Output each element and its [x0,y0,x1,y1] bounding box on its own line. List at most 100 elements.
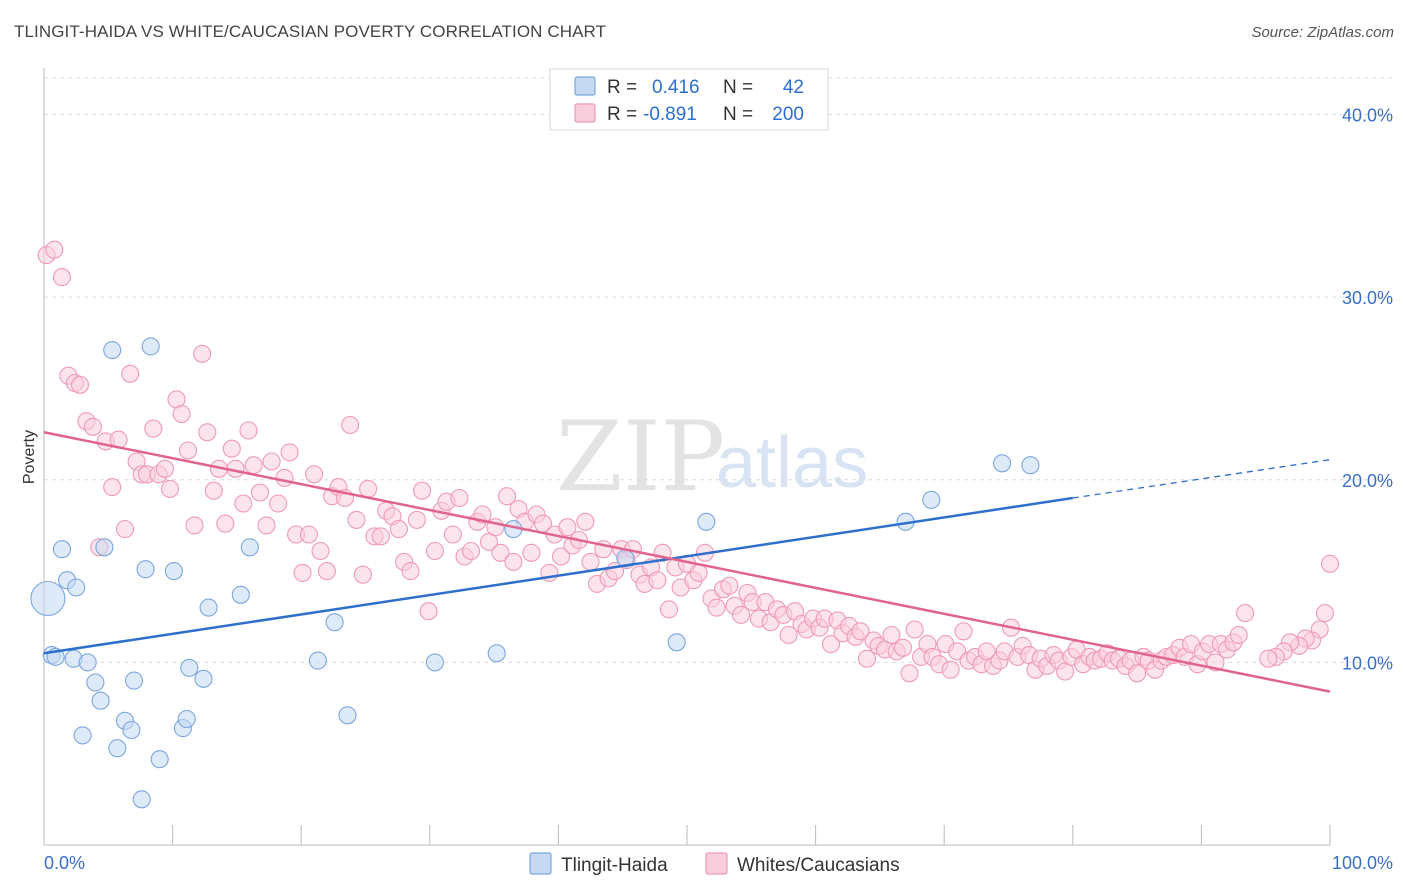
tlingit-haida-point [231,585,250,604]
whites-caucasians-point [413,481,432,500]
tlingit-haida-point [124,671,144,690]
y-tick-label: 10.0% [1342,653,1393,673]
legend-n-value-2: 200 [772,104,804,125]
whites-caucasians-point [954,622,973,641]
whites-caucasians-point [581,552,600,571]
whites-caucasians-point [1259,649,1278,668]
whites-caucasians-point [689,563,708,582]
whites-caucasians-point [389,520,408,539]
grid-lines: 10.0% 20.0% 30.0% 40.0% [44,77,1393,673]
whites-caucasians-point [45,240,64,259]
whites-caucasians-point [443,525,462,544]
tlingit-haida-point [922,490,941,509]
bottom-legend-swatch-tlingit [529,852,552,875]
whites-caucasians-point [185,516,204,535]
whites-caucasians-point [299,525,318,544]
whites-caucasians-point [70,375,90,394]
whites-caucasians-point [250,483,270,502]
legend-swatch-tlingit [574,76,596,96]
whites-caucasians-point [121,364,140,383]
tlingit-haida-point [667,633,686,652]
whites-caucasians-point [1320,554,1340,573]
tlingit-haida-point [180,658,199,677]
whites-caucasians-point [707,598,726,617]
watermark: ZIP atlas [556,401,868,513]
whites-caucasians-point [461,541,481,561]
y-tick-label: 30.0% [1342,288,1393,308]
tlingit-haida-point [95,538,114,557]
whites-caucasians-point [257,516,276,535]
whites-caucasians-point [178,441,198,460]
tlingit-haida-point [30,580,66,617]
watermark-atlas: atlas [716,423,868,503]
tlingit-haida-point [338,706,357,725]
whites-caucasians-points [37,240,1340,683]
tlingit-haida-point [73,726,92,745]
whites-caucasians-point [857,649,877,668]
whites-caucasians-point [103,478,122,497]
whites-caucasians-point [269,494,288,513]
y-tick-label: 20.0% [1342,471,1393,491]
axes: 0.0% 100.0% [43,68,1393,873]
tlingit-haida-point [132,790,151,809]
whites-caucasians-point [311,541,330,561]
whites-caucasians-point [1128,664,1147,683]
whites-caucasians-point [262,452,281,471]
tlingit-haida-point [164,562,183,581]
legend-swatch-whites [574,103,596,123]
bottom-legend-swatch-whites [705,852,728,875]
whites-caucasians-point [407,510,426,529]
tlingit-haida-point [103,341,122,360]
whites-caucasians-point [497,487,517,506]
whites-caucasians-point [198,423,217,442]
whites-caucasians-point [204,481,223,500]
stats-legend: R = 0.416 N = 42 R = -0.891 N = 200 [549,68,829,131]
series-layer [30,240,1340,809]
whites-caucasians-point [216,514,235,533]
tlingit-haida-point [136,560,155,579]
whites-caucasians-point [731,605,751,624]
whites-caucasians-point [144,419,163,438]
whites-caucasians-point [371,527,390,546]
whites-caucasians-point [882,625,901,645]
whites-caucasians-point [576,512,595,531]
legend-n-label-2: N = [723,104,753,125]
tlingit-haida-point [177,709,196,729]
whites-caucasians-point [504,552,523,571]
whites-caucasians-point [648,571,667,590]
tlingit-haida-point [199,598,218,617]
whites-caucasians-point [155,459,174,478]
whites-caucasians-point [341,415,360,435]
tlingit-haida-point [122,720,141,740]
tlingit-haida-point [993,454,1012,473]
whites-caucasians-point [160,479,180,498]
watermark-zip: ZIP [556,401,725,513]
whites-caucasians-point [280,443,299,462]
y-axis-label: Poverty [21,430,38,484]
whites-caucasians-point [893,638,913,657]
whites-caucasians-point [491,543,510,562]
whites-caucasians-point [239,421,258,440]
legend-n-value-1: 42 [783,77,804,98]
tlingit-haida-point [91,691,110,710]
bottom-legend: Tlingit-Haida Whites/Caucasians [529,852,900,876]
tlingit-haida-point [425,653,444,672]
tlingit-haida-point [1021,456,1040,475]
whites-caucasians-point [305,465,324,484]
x-tick-label-max: 100.0% [1332,853,1393,873]
whites-caucasians-point [905,620,924,639]
legend-r-label-2: R = [607,104,637,125]
tlingit-haida-point [150,750,169,769]
stats-legend-box [549,68,829,131]
y-tick-label: 40.0% [1342,106,1393,126]
legend-r-value-1: 0.416 [652,77,700,98]
legend-r-label-1: R = [607,77,637,98]
whites-caucasians-point [234,494,253,513]
source-label: Source: ZipAtlas.com [1251,24,1394,41]
bottom-legend-label-whites: Whites/Caucasians [737,855,900,876]
whites-caucasians-point [83,417,102,436]
whites-caucasians-point [720,576,739,595]
tlingit-haida-point [78,653,97,672]
whites-caucasians-point [558,518,577,537]
